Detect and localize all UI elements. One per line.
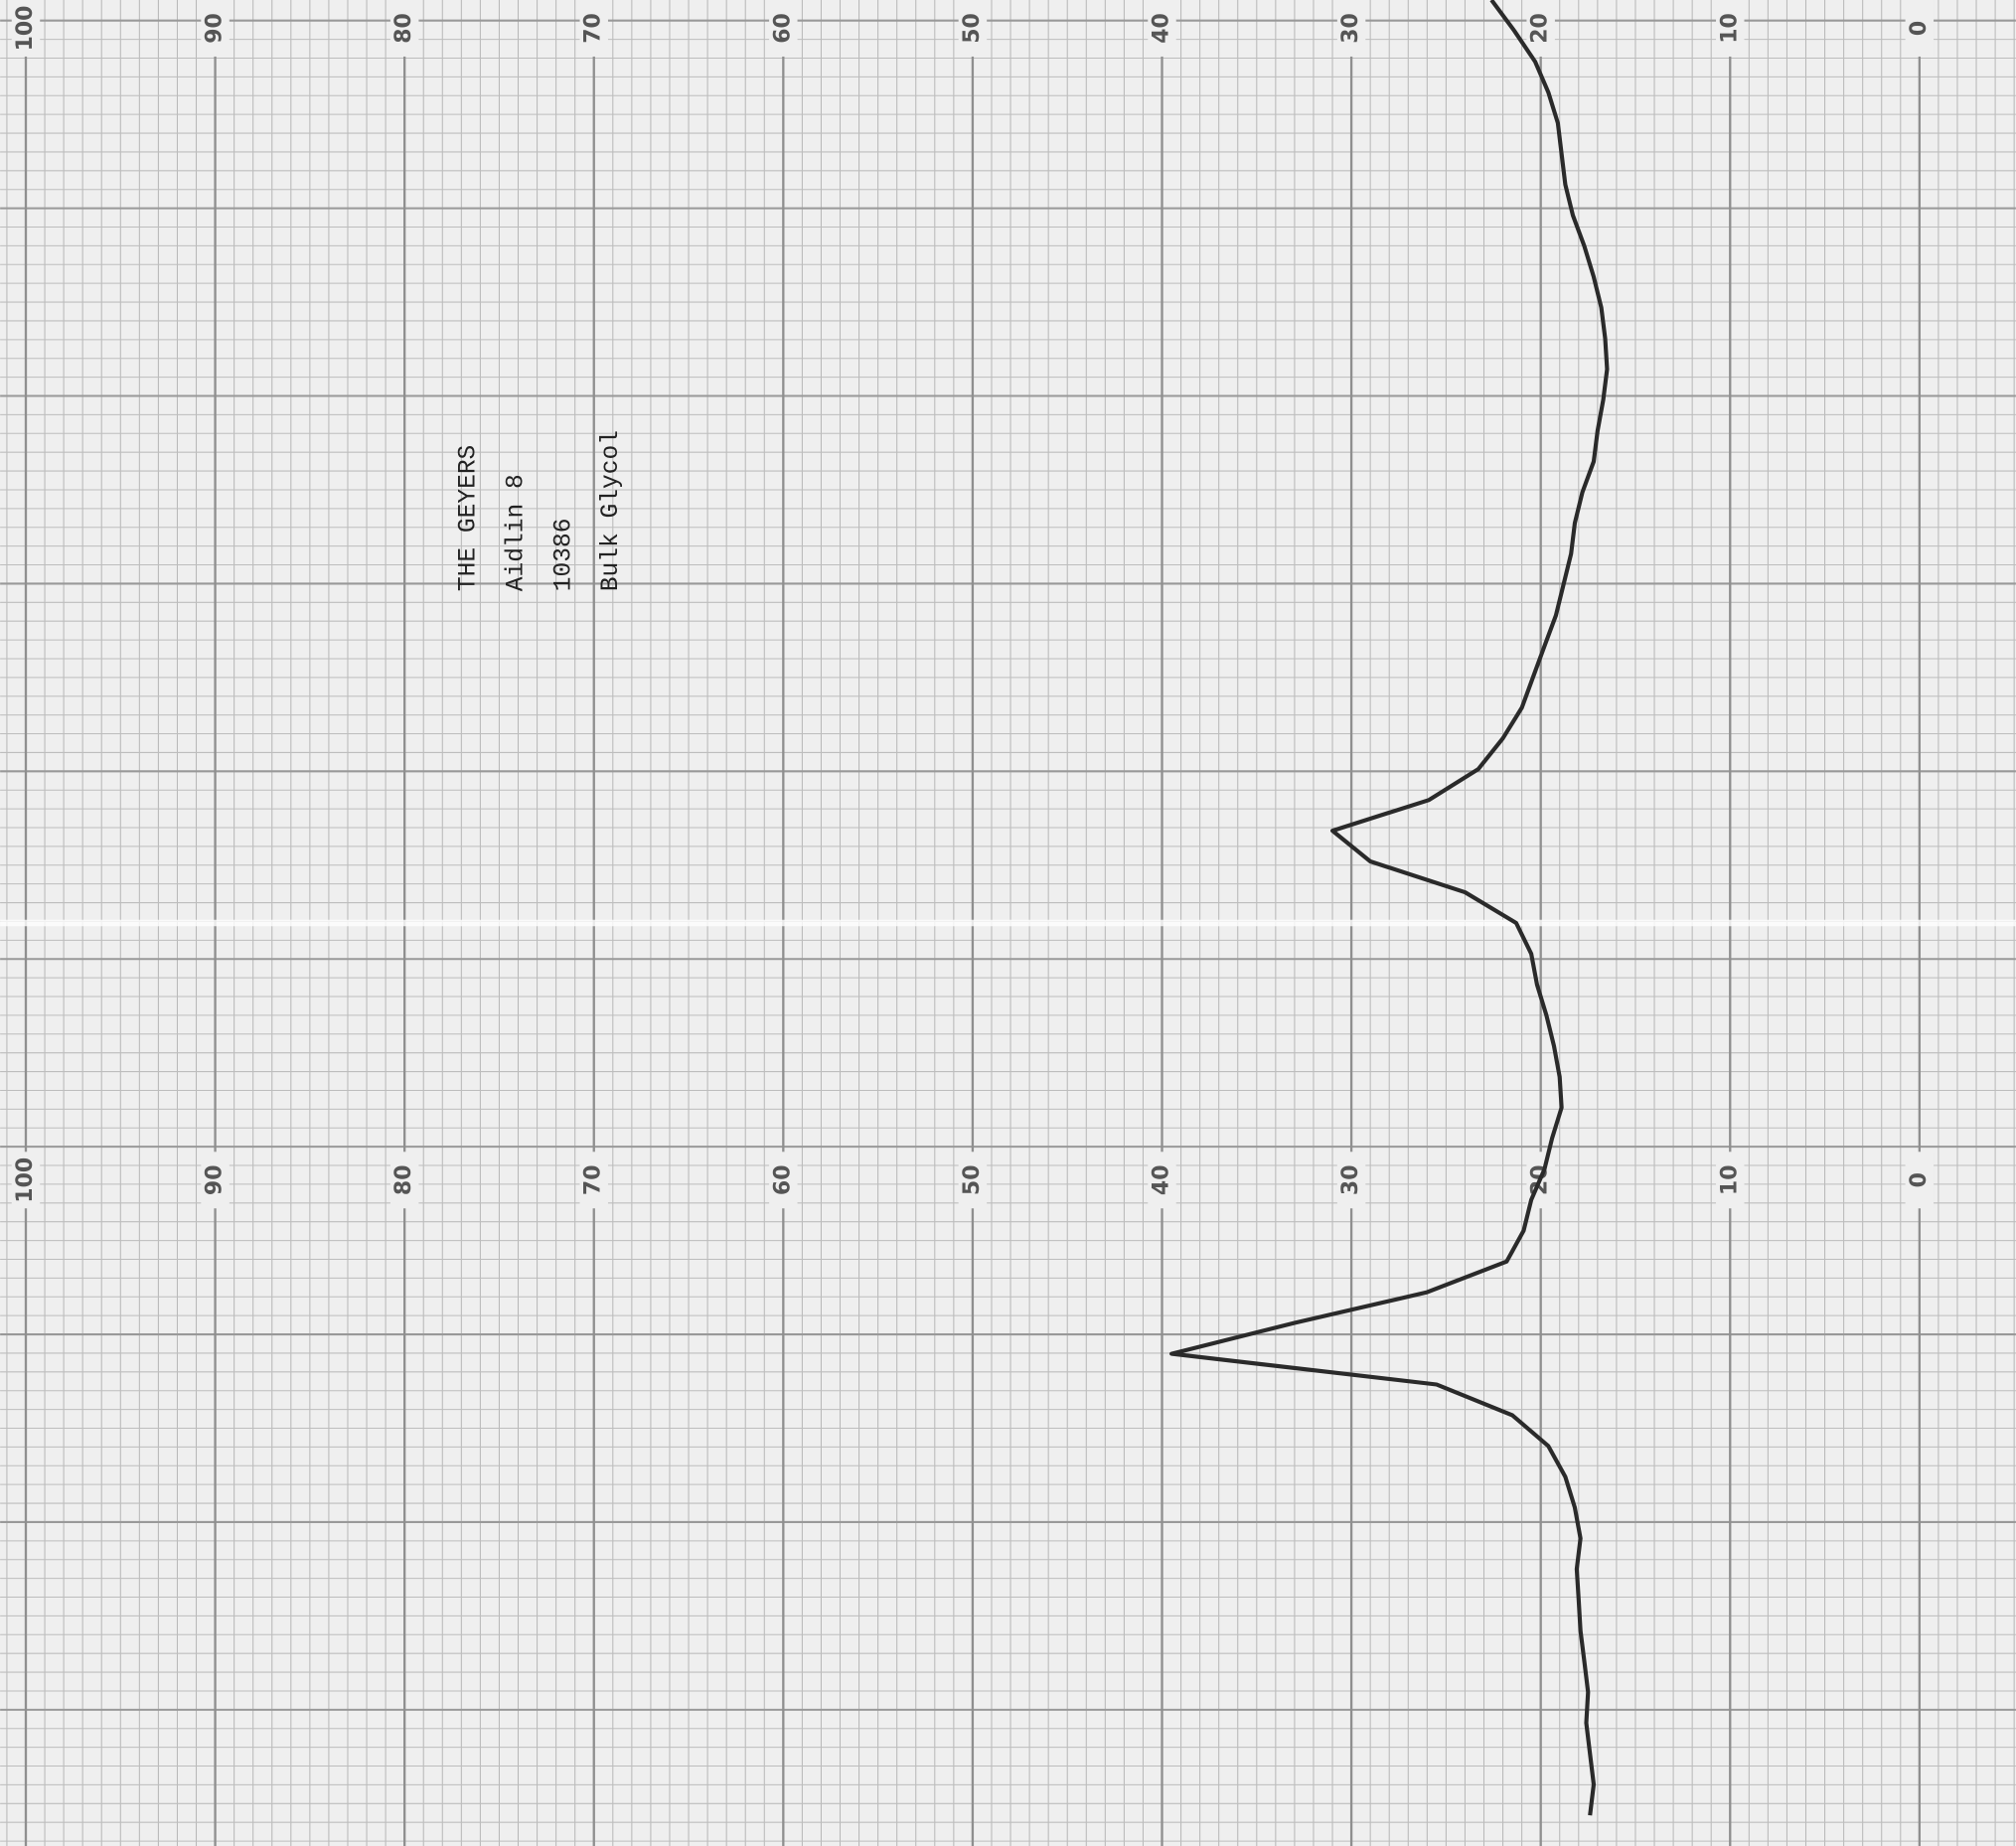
tick-label: 20 — [1528, 13, 1553, 44]
tick-label-bg — [579, 1152, 608, 1209]
tick-label-bg — [1905, 0, 1935, 57]
tick-label: 90 — [203, 1164, 228, 1195]
tick-label-bg — [1336, 1152, 1366, 1209]
tick-label-bg — [1526, 0, 1555, 57]
tick-label: 30 — [1338, 13, 1363, 44]
tick-labels: 1001009090808070706060505040403030202010… — [11, 0, 1935, 1209]
tick-label-bg — [389, 1152, 419, 1209]
annotation: Aidlin 8 — [503, 474, 530, 591]
annotation: THE GEYERS — [456, 445, 483, 591]
tick-label-bg — [389, 0, 419, 57]
tick-label-bg — [1905, 1152, 1935, 1209]
tick-label-bg — [1716, 1152, 1745, 1209]
tick-label-bg — [201, 1152, 230, 1209]
tick-label: 50 — [960, 13, 985, 44]
trace-group — [1169, 0, 1610, 1816]
trace-line — [1169, 0, 1610, 1816]
tick-label-bg — [579, 0, 608, 57]
tick-label: 80 — [391, 1164, 416, 1195]
tick-label-bg — [1336, 0, 1366, 57]
tick-label: 0 — [1907, 1172, 1932, 1187]
tick-label: 50 — [960, 1164, 985, 1195]
tick-label-bg — [11, 1152, 41, 1209]
tick-label-bg — [201, 0, 230, 57]
tick-label: 80 — [391, 13, 416, 44]
tick-label-bg — [1148, 0, 1176, 57]
tick-label: 90 — [203, 13, 228, 44]
tick-label: 100 — [13, 6, 38, 52]
tick-label-bg — [11, 0, 41, 57]
tick-label: 10 — [1717, 1164, 1742, 1195]
tick-label: 10 — [1717, 13, 1742, 44]
tick-label: 70 — [581, 13, 606, 44]
tick-label: 0 — [1907, 21, 1932, 36]
tick-label-bg — [1716, 0, 1745, 57]
tick-label: 100 — [13, 1157, 38, 1203]
annotation: Bulk Glycol — [598, 430, 625, 591]
tick-label-bg — [769, 0, 798, 57]
tick-label-bg — [958, 1152, 988, 1209]
annotation: 10386 — [550, 518, 577, 591]
tick-label: 70 — [581, 1164, 606, 1195]
tick-label-bg — [958, 0, 988, 57]
tick-label: 40 — [1150, 13, 1174, 44]
tick-label: 60 — [770, 1164, 795, 1195]
tick-label: 30 — [1338, 1164, 1363, 1195]
tick-label: 60 — [770, 13, 795, 44]
tick-label-bg — [1148, 1152, 1176, 1209]
annotations: THE GEYERS Aidlin 8 10386 Bulk Glycol — [456, 430, 626, 591]
tick-label: 40 — [1150, 1164, 1174, 1195]
tick-label-bg — [769, 1152, 798, 1209]
